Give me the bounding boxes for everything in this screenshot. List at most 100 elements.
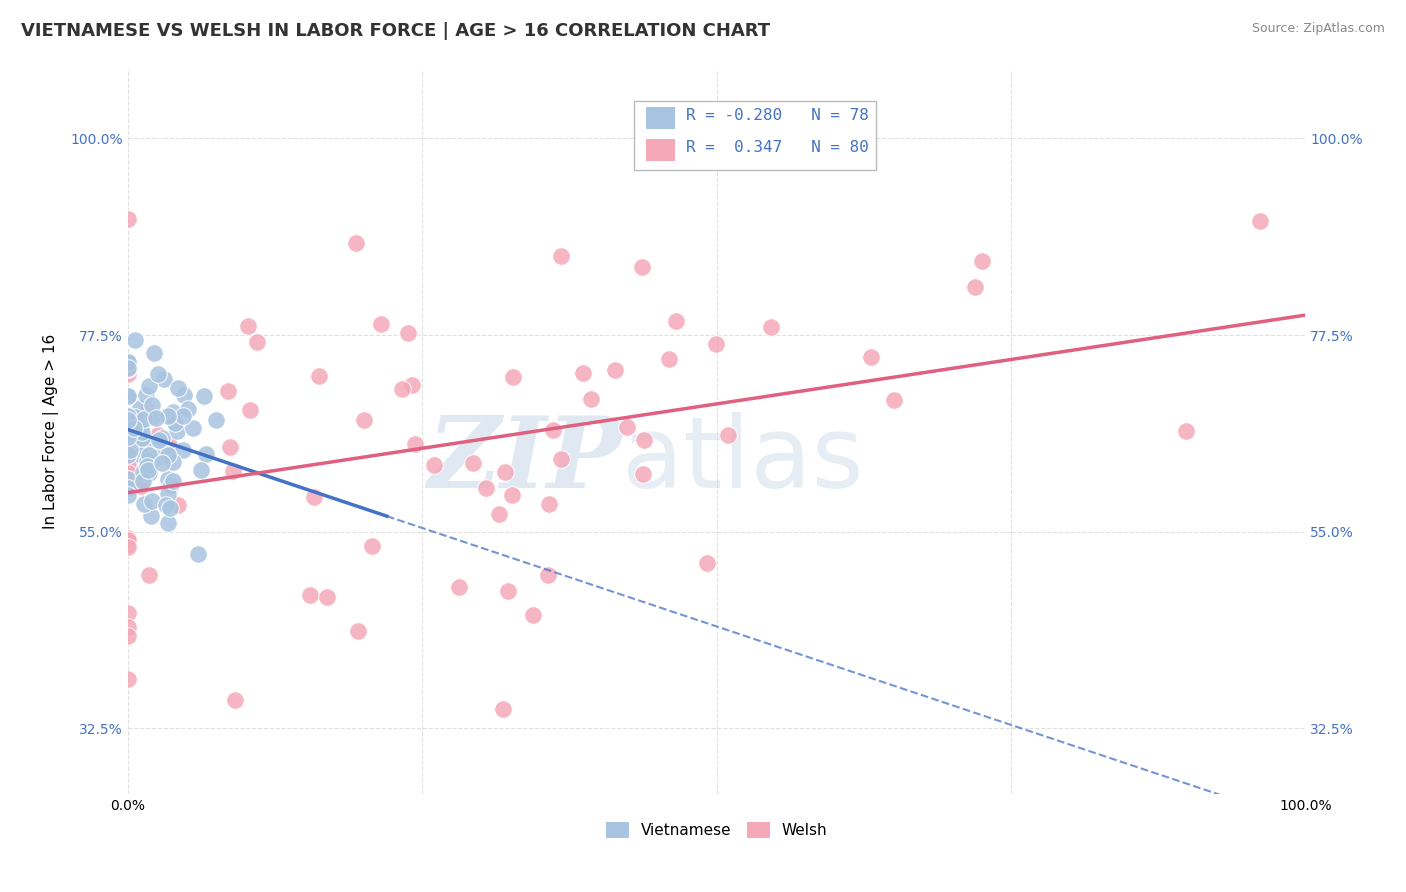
Point (125, 413, 148, 427)
Point (117, 454, 139, 468)
Point (117, 629, 139, 643)
Point (150, 456, 173, 470)
Point (156, 409, 179, 424)
Point (148, 433, 170, 447)
Point (150, 431, 173, 445)
Point (163, 417, 186, 431)
Point (117, 607, 139, 621)
Point (117, 422, 139, 436)
Point (120, 443, 142, 458)
Point (205, 413, 228, 427)
Point (1249, 214, 1271, 228)
Point (160, 478, 183, 492)
Point (603, 363, 626, 377)
Point (117, 481, 139, 495)
Point (117, 428, 139, 442)
Point (391, 382, 413, 396)
Point (498, 583, 520, 598)
Point (631, 260, 654, 274)
Point (136, 458, 159, 473)
Point (124, 409, 146, 424)
Point (162, 455, 184, 469)
Point (117, 458, 139, 472)
Point (396, 326, 419, 340)
Point (657, 352, 679, 367)
Point (308, 368, 330, 383)
Point (246, 334, 269, 349)
Point (117, 354, 139, 368)
Point (142, 409, 165, 424)
Point (344, 235, 367, 250)
Point (474, 481, 496, 495)
Bar (645, 107, 675, 128)
Point (117, 472, 139, 486)
Point (315, 590, 337, 604)
Point (131, 425, 153, 439)
Point (177, 402, 200, 417)
Point (166, 425, 188, 439)
Point (145, 411, 167, 425)
Point (124, 333, 146, 347)
Point (616, 420, 638, 434)
Point (139, 508, 162, 523)
Point (129, 401, 152, 415)
Point (157, 448, 180, 462)
Point (117, 413, 139, 427)
Point (117, 389, 139, 403)
Point (117, 531, 139, 545)
Point (665, 314, 688, 328)
Text: atlas: atlas (623, 412, 863, 508)
Point (117, 432, 139, 446)
Point (117, 448, 139, 462)
Point (190, 463, 212, 477)
Point (156, 487, 179, 501)
Point (157, 437, 180, 451)
Point (134, 412, 156, 426)
Point (488, 507, 510, 521)
Point (117, 533, 139, 547)
Point (117, 540, 139, 554)
Point (135, 402, 157, 417)
Point (117, 361, 139, 376)
Point (138, 466, 160, 480)
Point (159, 500, 181, 515)
Point (173, 388, 195, 402)
Text: ZIP: ZIP (427, 412, 623, 508)
Point (135, 454, 157, 468)
Point (156, 472, 179, 486)
Point (117, 430, 139, 444)
Point (117, 367, 139, 381)
Point (550, 250, 572, 264)
Point (117, 409, 139, 423)
Point (117, 418, 139, 433)
Text: R = -0.280   N = 78: R = -0.280 N = 78 (686, 108, 869, 123)
Point (1175, 424, 1198, 438)
Point (541, 423, 564, 437)
Point (219, 440, 242, 454)
Point (117, 620, 139, 634)
Point (193, 389, 215, 403)
Point (141, 493, 163, 508)
Point (117, 211, 139, 226)
Point (633, 433, 655, 447)
Point (423, 458, 446, 472)
Point (117, 389, 139, 403)
Bar (645, 139, 675, 161)
Text: VIETNAMESE VS WELSH IN LABOR FORCE | AGE > 16 CORRELATION CHART: VIETNAMESE VS WELSH IN LABOR FORCE | AGE… (21, 22, 770, 40)
Point (135, 388, 157, 402)
Point (167, 498, 190, 512)
Legend: Vietnamese, Welsh: Vietnamese, Welsh (599, 816, 834, 845)
Point (129, 448, 152, 462)
Point (304, 490, 326, 504)
Bar (634, 101, 876, 170)
Point (117, 409, 139, 423)
Point (404, 436, 426, 450)
Point (370, 317, 392, 331)
Point (146, 428, 169, 442)
Point (860, 350, 883, 364)
Point (195, 447, 218, 461)
Point (122, 421, 145, 435)
Point (401, 378, 423, 392)
Point (361, 539, 384, 553)
Point (132, 498, 155, 512)
